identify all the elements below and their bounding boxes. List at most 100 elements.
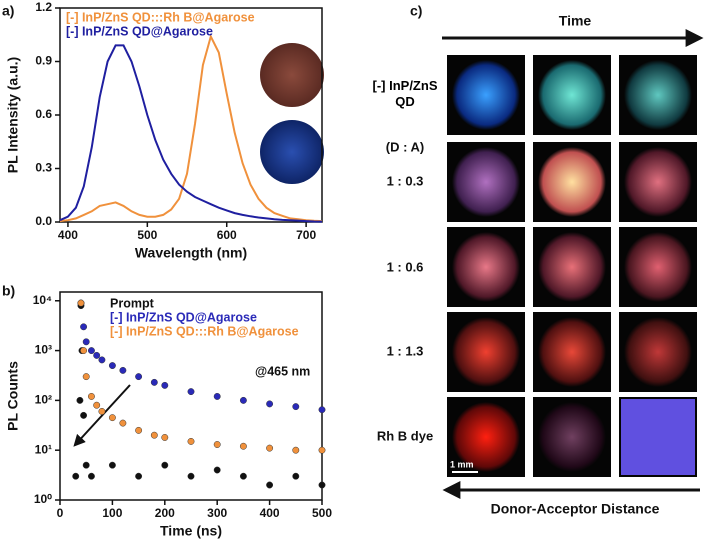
data-point [318, 446, 326, 454]
x-tick-label: 500 [312, 506, 332, 520]
data-point [80, 411, 88, 419]
ratio-header: (D : A) [386, 139, 425, 154]
data-point [108, 461, 116, 469]
sample-spot [452, 147, 520, 217]
data-point [318, 481, 326, 489]
row-label: 1 : 1.3 [387, 343, 424, 358]
sample-spot [538, 60, 606, 130]
sample-spot [452, 60, 520, 130]
plot-frame [59, 7, 323, 223]
data-point [76, 396, 84, 404]
data-point [87, 392, 95, 400]
y-tick-label: 0.6 [35, 107, 52, 121]
legend-entry: [-] InP/ZnS QD:::Rh B@Agarose [110, 324, 299, 338]
y-tick-label: 0.9 [35, 54, 52, 68]
data-point [98, 356, 106, 364]
data-point [213, 392, 221, 400]
data-point [82, 338, 90, 346]
y-tick-label: 0.0 [35, 214, 52, 228]
data-point [119, 366, 127, 374]
data-point [292, 446, 300, 454]
line-series [59, 33, 323, 223]
data-point [187, 388, 195, 396]
line-series [59, 44, 323, 223]
row-label: 1 : 0.3 [387, 173, 424, 188]
data-point [292, 472, 300, 480]
data-point [135, 426, 143, 434]
data-point [82, 373, 90, 381]
data-point [292, 403, 300, 411]
sample-spot [624, 232, 692, 302]
inset-photo [260, 120, 324, 184]
sample-spot [452, 402, 520, 472]
data-point [77, 299, 85, 307]
x-tick-label: 400 [260, 506, 280, 520]
scale-bar-label: 1 mm [450, 459, 474, 469]
data-point [266, 444, 274, 452]
sample-spot [624, 60, 692, 130]
x-tick-label: 100 [102, 506, 122, 520]
inset-photo [260, 43, 324, 107]
x-tick-label: 400 [58, 228, 78, 242]
sample-spot [538, 232, 606, 302]
data-point [318, 406, 326, 414]
data-point [239, 396, 247, 404]
row-header: [-] InP/ZnS QD [372, 78, 438, 109]
annotation-arrow [73, 384, 131, 447]
x-tick-label: 600 [217, 228, 237, 242]
x-tick-label: 0 [57, 506, 64, 520]
y-tick-label: 0.3 [35, 161, 52, 175]
data-point [187, 472, 195, 480]
data-point [239, 442, 247, 450]
y-axis-label: PL Intensity (a.u.) [5, 57, 21, 173]
y-tick-label: 10⁰ [34, 492, 52, 506]
row-header-box: [-] InP/ZnS QD [372, 78, 438, 109]
data-point [87, 472, 95, 480]
x-tick-label: 300 [207, 506, 227, 520]
sample-spot [452, 232, 520, 302]
data-point [108, 362, 116, 370]
sample-spot [624, 317, 692, 387]
data-point [80, 347, 88, 355]
data-point [98, 407, 106, 415]
data-point [161, 434, 169, 441]
data-point [87, 347, 95, 355]
panel-label: a) [2, 3, 14, 19]
sample-spot [452, 317, 520, 387]
sample-spot [538, 317, 606, 387]
data-point [266, 481, 274, 489]
row-label: 1 : 0.6 [387, 259, 424, 274]
data-point [239, 472, 247, 480]
legend-entry: Prompt [110, 296, 155, 310]
data-point [135, 472, 143, 480]
x-tick-label: 500 [137, 228, 157, 242]
y-tick-label: 1.2 [35, 0, 52, 14]
sample-spot [538, 402, 606, 472]
y-tick-label: 10² [35, 393, 52, 407]
data-point [161, 381, 169, 389]
data-point [266, 400, 274, 408]
panel-label: c) [410, 3, 422, 19]
photo-fill [621, 399, 695, 475]
data-point [108, 414, 116, 422]
data-point [150, 378, 158, 386]
data-point [72, 472, 80, 480]
y-tick-label: 10¹ [35, 442, 52, 456]
panel-label: b) [2, 283, 15, 299]
annotation: @465 nm [255, 365, 310, 379]
legend-entry: [-] InP/ZnS QD:::Rh B@Agarose [66, 10, 255, 24]
data-point [80, 323, 88, 331]
x-tick-label: 200 [155, 506, 175, 520]
x-tick-label: 700 [296, 228, 316, 242]
legend-entry: [-] InP/ZnS QD@Agarose [66, 24, 213, 38]
top-axis-label: Time [559, 13, 592, 29]
sample-spot [624, 147, 692, 217]
sample-spot [538, 147, 606, 217]
legend-entry: [-] InP/ZnS QD@Agarose [110, 310, 257, 324]
data-point [93, 401, 101, 409]
data-point [161, 461, 169, 469]
x-axis-label: Wavelength (nm) [135, 245, 247, 261]
row-label: Rh B dye [377, 428, 433, 443]
data-point [213, 466, 221, 474]
